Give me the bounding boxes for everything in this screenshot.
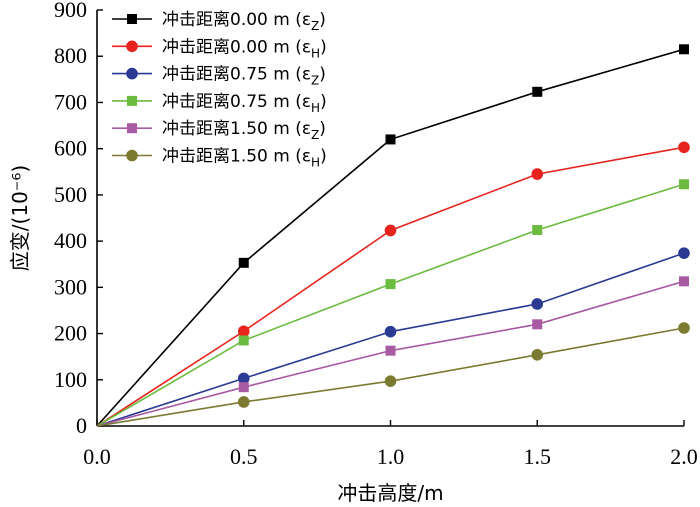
y-tick-label: 200 [54,321,87,346]
y-tick-label: 0 [76,413,87,438]
legend-label: 冲击距离0.00 m (εH) [162,37,327,60]
series-line [96,252,685,427]
data-point [384,224,397,237]
legend-label-subscript: Z [311,128,319,142]
y-tick-label: 700 [54,89,87,114]
data-point [678,141,690,154]
legend-label-main: 冲击距离1.50 m (ε [162,147,311,167]
data-point [238,335,249,346]
legend-marker [126,67,138,80]
y-axis-title: 应变/(10⁻⁶) [8,165,32,271]
y-tick-label: 600 [54,136,87,161]
x-tick-label: 1.0 [377,444,405,469]
legend-marker [127,123,137,134]
legend-label-subscript: Z [311,74,319,88]
legend-label-main: 冲击距离1.50 m (ε [162,119,311,139]
data-point [531,349,544,361]
legend-label-end: ) [320,92,327,112]
legend-label: 冲击距离0.00 m (εZ) [162,10,326,33]
legend-marker [126,40,138,53]
data-point [678,247,690,259]
series-line [96,183,685,427]
data-point [385,279,396,290]
legend-label-main: 冲击距离0.75 m (ε [162,65,311,85]
legend-label: 冲击距离0.75 m (εZ) [162,65,326,88]
y-tick-label: 400 [54,228,87,253]
legend-label: 冲击距离1.50 m (εH) [162,147,327,170]
legend-marker [126,149,138,162]
y-tick-label: 300 [54,274,87,299]
legend-marker [127,14,137,24]
legend-label-main: 冲击距离0.00 m (ε [162,10,311,30]
data-point [238,257,249,268]
y-tick-label: 900 [54,0,87,22]
x-tick-label: 0.5 [230,444,258,469]
x-tick-label: 2.0 [670,444,698,469]
legend-label-main: 冲击距离0.75 m (ε [162,92,311,112]
legend-label-end: ) [319,119,326,139]
data-point [385,134,396,145]
data-point [679,276,689,287]
x-tick-label: 0.0 [83,444,111,469]
x-axis-title: 冲击高度/m [337,481,443,505]
data-point [679,44,689,55]
data-point [532,225,543,236]
legend-label-subscript: Z [311,19,319,33]
y-tick-label: 100 [54,367,87,392]
data-point [679,179,689,190]
data-point [238,382,249,393]
legend-label-end: ) [319,10,326,30]
legend-label: 冲击距离0.75 m (εH) [162,92,327,115]
x-tick-label: 1.5 [524,444,552,469]
data-point [384,375,397,387]
legend-label-end: ) [320,37,327,57]
legend-marker [127,95,137,106]
legend-label-subscript: H [311,101,320,115]
legend-label-end: ) [319,65,326,85]
legend-label-subscript: H [311,46,320,60]
data-point [237,396,250,408]
legend-label: 冲击距离1.50 m (εZ) [162,119,326,142]
legend-label-subscript: H [311,156,320,170]
data-point [237,325,250,338]
data-point [678,322,690,334]
data-point [532,86,543,97]
y-tick-label: 800 [54,43,87,68]
y-tick-label: 500 [54,182,87,207]
legend-label-main: 冲击距离0.00 m (ε [162,37,311,57]
data-point [237,372,250,385]
data-point [532,319,543,330]
data-point [531,298,544,310]
data-point [531,168,544,180]
data-point [385,345,396,356]
data-point [384,325,397,338]
legend-label-end: ) [320,147,327,167]
